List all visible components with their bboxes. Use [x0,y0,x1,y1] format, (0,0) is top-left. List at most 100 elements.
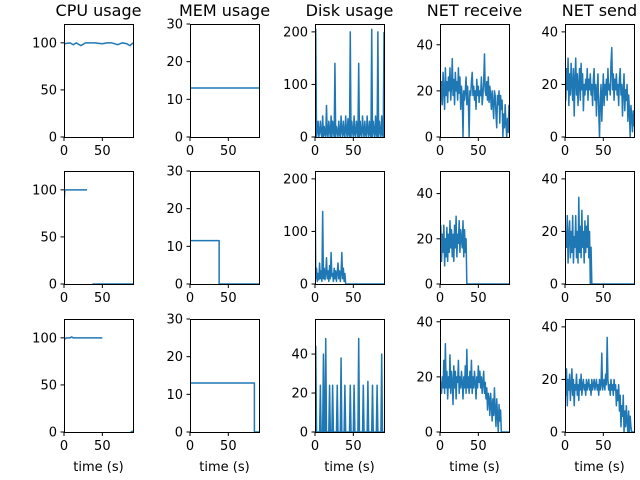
series-line-r1c4-0-0 [565,196,634,284]
x-tick-label-r2c3-1: 50 [470,439,487,454]
y-tick-label-r1c1-3: 30 [166,165,183,180]
x-tick-label-r1c1-0: 0 [186,291,194,306]
y-tick-label-r0c1-0: 0 [175,131,183,146]
axes-frame-r2c3 [440,319,510,433]
series-line-r1c1-0-0 [190,239,259,284]
y-tick-label-r1c2-1: 100 [283,225,308,240]
y-tick-label-r0c2-1: 100 [283,78,308,93]
subplot-r0c4: 0 50 0 20 40 NET send [541,1,637,159]
y-tick-label-r1c3-0: 0 [425,278,433,293]
subplot-r0c0: 0 50 0 50 100 CPU usage [32,1,141,159]
y-tick-label-r2c3-0: 0 [425,426,433,441]
axes-frame-r1c4 [565,171,635,285]
subplot-title-r0c0: CPU usage [56,1,142,20]
y-tick-label-r0c1-1: 10 [166,93,183,108]
x-tick-label-r2c2-1: 50 [345,439,362,454]
y-tick-label-r1c2-0: 0 [300,278,308,293]
x-tick-label-r0c0-1: 50 [94,144,111,159]
axes-frame-r0c2 [315,24,385,138]
y-tick-label-r1c0-0: 0 [49,278,57,293]
x-tick-label-r2c1-0: 0 [186,439,194,454]
x-axis-label-r2c4: time (s) [574,460,624,475]
y-tick-label-r0c1-3: 30 [166,18,183,33]
subplot-r2c4: 0 50 0 20 40 time (s) [541,319,635,475]
x-tick-label-r0c2-0: 0 [311,144,319,159]
x-tick-label-r0c4-1: 50 [595,144,612,159]
axes-frame-r1c3 [440,171,510,285]
x-tick-label-r0c2-1: 50 [345,144,362,159]
subplot-r2c0: 0 50 0 50 100 time (s) [32,319,134,475]
series-line-r2c0-0-0 [64,336,103,341]
y-tick-label-r2c0-2: 100 [32,331,57,346]
axes-frame-r2c0 [64,319,134,433]
x-tick-label-r2c4-1: 50 [595,439,612,454]
x-tick-label-r1c0-1: 50 [94,291,111,306]
axes-frame-r1c0 [64,171,134,285]
y-tick-label-r1c3-1: 20 [416,232,433,247]
axes-frame-r1c1 [190,171,260,285]
y-tick-label-r2c4-1: 20 [541,373,558,388]
axes-frame-r0c3 [440,24,510,138]
x-axis-label-r2c2: time (s) [324,460,374,475]
y-tick-label-r1c1-1: 10 [166,240,183,255]
y-tick-label-r2c4-2: 40 [541,320,558,335]
x-tick-label-r0c0-0: 0 [60,144,68,159]
y-tick-label-r2c3-1: 20 [416,370,433,385]
subplot-r2c3: 0 50 0 20 40 time (s) [416,315,510,475]
y-tick-label-r1c4-2: 40 [541,172,558,187]
y-tick-label-r1c4-0: 0 [550,278,558,293]
subplot-title-r0c3: NET receive [427,1,522,20]
x-tick-label-r2c2-0: 0 [311,439,319,454]
y-tick-label-r0c3-2: 40 [416,38,433,53]
x-tick-label-r1c4-1: 50 [595,291,612,306]
series-line-r0c3-0-0 [440,53,509,137]
y-tick-label-r0c3-1: 20 [416,84,433,99]
x-tick-label-r2c1-1: 50 [220,439,237,454]
y-tick-label-r2c4-0: 0 [550,426,558,441]
y-tick-label-r2c2-0: 0 [300,426,308,441]
subplot-r1c0: 0 50 0 50 100 [32,171,134,306]
x-tick-label-r1c2-1: 50 [345,291,362,306]
series-line-r1c3-0-0 [440,215,509,284]
y-tick-label-r2c2-2: 40 [291,348,308,363]
subplot-r1c3: 0 50 0 20 40 [416,171,510,306]
series-line-r2c3-0-0 [440,343,509,432]
y-tick-label-r0c0-0: 0 [49,131,57,146]
y-tick-label-r0c1-2: 20 [166,55,183,70]
y-tick-label-r1c0-2: 100 [32,183,57,198]
series-line-r2c0-0-1 [130,430,133,432]
axes-frame-r0c1 [190,24,260,138]
y-tick-label-r0c2-2: 200 [283,25,308,40]
y-tick-label-r2c0-0: 0 [49,426,57,441]
y-tick-label-r1c1-0: 0 [175,278,183,293]
series-line-r0c2-0-0 [315,28,384,137]
y-tick-label-r0c2-0: 0 [300,131,308,146]
y-tick-label-r2c1-0: 0 [175,426,183,441]
x-axis-label-r2c1: time (s) [199,460,249,475]
axes-frame-r2c4 [565,319,635,433]
series-line-r2c1-0-0 [190,382,259,432]
x-tick-label-r2c4-0: 0 [561,439,569,454]
y-tick-label-r2c3-2: 40 [416,315,433,330]
subplot-r1c1: 0 50 0 10 20 30 [166,165,260,306]
subplot-r1c4: 0 50 0 20 40 [541,171,635,306]
y-tick-label-r0c3-0: 0 [425,131,433,146]
y-tick-label-r0c4-1: 20 [541,78,558,93]
y-tick-label-r1c2-2: 200 [283,172,308,187]
x-tick-label-r0c1-1: 50 [220,144,237,159]
series-line-r2c2-0-0 [315,337,384,432]
y-tick-label-r2c1-3: 30 [166,313,183,328]
axes-frame-r2c1 [190,319,260,433]
x-axis-label-r2c0: time (s) [73,460,123,475]
x-tick-label-r1c3-1: 50 [470,291,487,306]
x-tick-label-r0c4-0: 0 [561,144,569,159]
series-line-r0c0-0-0 [64,42,133,47]
x-tick-label-r1c2-0: 0 [311,291,319,306]
series-line-r0c4-0-0 [565,46,634,137]
series-line-r1c0-0-0 [64,189,87,205]
y-tick-label-r1c1-2: 20 [166,202,183,217]
x-tick-label-r1c3-0: 0 [436,291,444,306]
y-tick-label-r2c0-1: 50 [40,378,57,393]
y-tick-label-r0c0-2: 100 [32,36,57,51]
